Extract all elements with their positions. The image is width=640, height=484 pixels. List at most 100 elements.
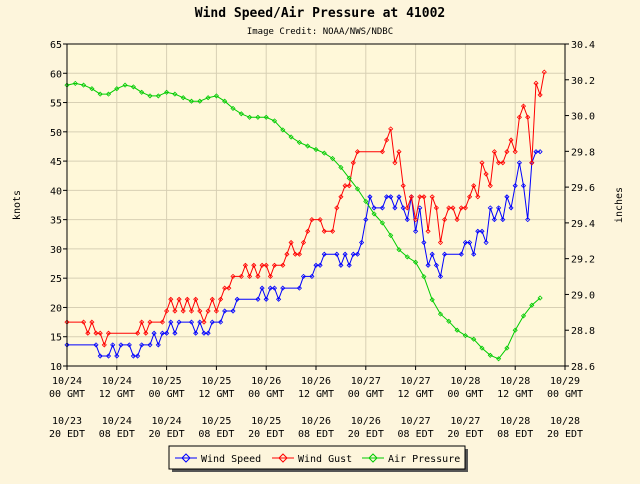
legend-label-wind-gust: Wind Gust [298,454,352,465]
data-point-wind-gust [159,319,165,325]
data-point-wind-gust [85,330,91,336]
data-point-wind-speed [309,273,315,279]
data-point-wind-speed [504,194,510,200]
data-point-wind-gust [251,262,257,268]
data-point-wind-speed [172,330,178,336]
data-point-wind-gust [433,205,439,211]
data-point-wind-gust [309,217,315,223]
data-point-wind-speed [363,217,369,223]
data-point-air-pressure [280,127,286,133]
data-point-wind-gust [267,273,273,279]
gridlines [67,44,565,366]
x-axis: 10/24 00 GMT 10/23 20 EDT 10/24 12 GMT 10/24 08… [49,366,583,440]
data-point-wind-speed [537,149,543,155]
data-point-wind-gust [442,217,448,223]
x-tick-label-gmt-date: 10/28 [500,376,530,387]
data-point-air-pressure [454,327,460,333]
y-right-tick-label: 29.6 [571,183,595,194]
x-tick-label-gmt-date: 10/24 [102,376,132,387]
data-point-wind-gust [180,308,186,314]
data-point-air-pressure [263,114,269,120]
data-point-wind-gust [230,273,236,279]
x-tick-label-edt-time: 08 EDT [99,429,135,440]
data-point-air-pressure [296,139,302,145]
data-point-wind-gust [413,217,419,223]
data-point-wind-speed [496,205,502,211]
data-point-wind-speed [218,319,224,325]
series-line-air-pressure [66,82,541,360]
data-point-wind-speed [425,262,431,268]
data-point-wind-gust [330,228,336,234]
data-point-wind-gust [201,319,207,325]
data-point-wind-speed [442,251,448,257]
data-point-wind-speed [176,319,182,325]
data-point-wind-speed [130,353,136,359]
data-point-wind-speed [118,342,124,348]
data-point-wind-gust [247,273,253,279]
data-point-wind-gust [97,330,103,336]
data-point-air-pressure [147,93,153,99]
data-point-wind-gust [446,205,452,211]
x-tick-label-gmt-time: 00 GMT [547,389,583,400]
data-point-air-pressure [379,220,385,226]
data-point-wind-speed [280,285,286,291]
data-point-air-pressure [363,198,369,204]
data-point-air-pressure [197,98,203,104]
data-point-wind-gust [384,137,390,143]
y-right-tick-label: 28.8 [571,326,595,337]
data-point-wind-gust [338,194,344,200]
data-point-wind-speed [346,262,352,268]
data-point-air-pressure [72,80,78,86]
y-axis-right-label: inches [614,187,625,223]
data-point-air-pressure [321,150,327,156]
x-tick-label-edt-time: 20 EDT [447,429,483,440]
data-point-wind-speed [97,353,103,359]
data-point-wind-speed [491,217,497,223]
data-point-wind-gust [425,228,431,234]
data-point-wind-gust [300,239,307,246]
data-point-wind-speed [151,330,157,336]
data-point-wind-speed [338,262,344,268]
x-tick-label-edt-time: 20 EDT [547,429,583,440]
x-tick-label-edt-time: 08 EDT [298,429,334,440]
data-point-wind-speed [135,353,141,359]
data-point-wind-speed [317,262,323,268]
image-credit: Image Credit: NOAA/NWS/NDBC [247,27,393,37]
data-point-air-pressure [247,114,253,120]
data-point-wind-gust [280,262,286,268]
data-point-wind-gust [537,92,543,98]
data-point-wind-speed [458,251,464,257]
data-point-air-pressure [520,313,527,319]
x-tick-label-edt-time: 08 EDT [497,429,533,440]
data-point-air-pressure [139,89,145,95]
data-point-wind-gust [209,296,215,302]
data-point-wind-gust [188,308,195,314]
data-point-air-pressure [155,93,161,99]
data-point-wind-gust [292,251,298,257]
data-point-wind-speed [193,330,199,336]
x-tick-label-gmt-time: 00 GMT [348,389,384,400]
data-point-air-pressure [271,118,278,124]
data-point-wind-gust [139,319,145,325]
x-tick-label-edt-date: 10/28 [550,416,580,427]
data-point-wind-gust [520,103,527,109]
x-tick-label-gmt-date: 10/26 [251,376,281,387]
data-point-wind-speed [433,262,439,268]
data-point-wind-speed [417,205,423,211]
data-point-air-pressure [81,82,87,88]
data-point-wind-gust [354,149,361,155]
data-point-wind-gust [392,160,398,166]
data-point-wind-gust [516,114,522,120]
data-point-wind-speed [479,228,485,234]
x-tick-label-gmt-time: 12 GMT [497,389,533,400]
x-tick-label-edt-date: 10/26 [301,416,331,427]
data-point-wind-gust [541,69,547,75]
x-tick-label-edt-date: 10/24 [152,416,182,427]
data-point-wind-gust [238,273,244,279]
legend-label-air-pressure: Air Pressure [388,454,460,465]
x-tick-label-gmt-date: 10/24 [52,376,82,387]
data-point-wind-speed [296,285,302,291]
data-point-wind-speed [255,296,261,302]
right-axis: 28.6 28.8 29.0 29.2 29.4 29.6 29.8 30.0 30.2 30.4 [565,40,595,373]
legend: Wind Speed Wind Gust Air Pressure [168,445,468,472]
